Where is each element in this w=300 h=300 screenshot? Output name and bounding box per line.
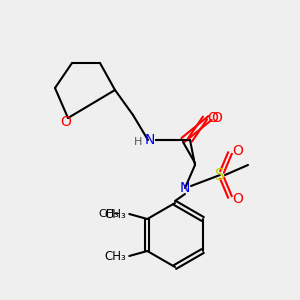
Text: O: O [61, 115, 71, 129]
Text: S: S [215, 167, 225, 182]
Text: O: O [232, 144, 243, 158]
Text: CH₃: CH₃ [98, 209, 119, 219]
Text: CH₃: CH₃ [104, 208, 126, 220]
Text: N: N [180, 181, 190, 195]
Text: O: O [212, 111, 222, 125]
Text: N: N [145, 133, 155, 147]
Text: O: O [232, 192, 243, 206]
Text: CH₃: CH₃ [104, 250, 126, 262]
Text: O: O [208, 111, 218, 125]
Text: H: H [134, 137, 142, 147]
